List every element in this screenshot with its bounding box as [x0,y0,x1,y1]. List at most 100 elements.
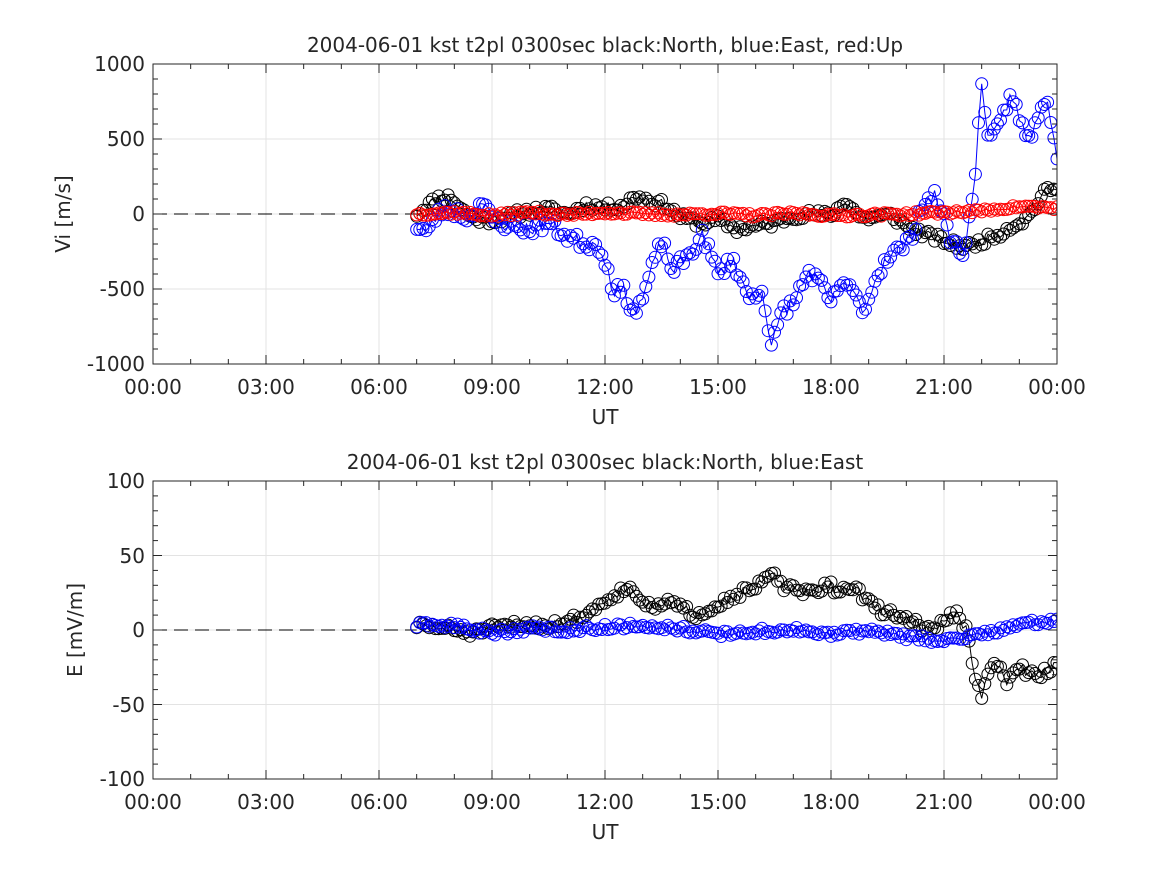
data-point [761,217,775,230]
data-point [498,625,512,639]
data-point [642,621,656,635]
data-point [633,294,646,308]
data-point [1028,200,1042,213]
data-point [629,306,643,320]
data-point [658,236,672,250]
data-point [752,288,766,302]
data-point [887,608,901,622]
data-point [410,208,424,222]
data-point [890,240,904,254]
data-point [670,599,684,613]
data-point [686,207,700,221]
data-point [680,208,694,222]
data-point [946,206,960,220]
x-tick-label: 03:00 [237,375,295,399]
data-point [821,207,835,221]
data-point [545,217,559,231]
data-point [636,618,650,632]
data-point [1022,666,1036,680]
data-point [614,206,628,220]
data-point [849,288,863,302]
data-point [815,273,829,287]
data-point [899,633,913,647]
data-point [466,207,480,221]
data-point [758,216,772,230]
data-point [425,207,439,221]
data-point [994,621,1007,635]
data-point [702,237,716,251]
data-point [419,224,433,238]
data-point [924,635,938,649]
data-point [441,205,455,219]
data-point [733,590,747,604]
data-point [1022,199,1036,213]
data-point [542,217,555,230]
velocity-y-tick-labels: -1000 -500 0 500 1000 [87,52,145,376]
data-point [906,615,920,629]
data-point [997,203,1011,217]
data-point [871,624,885,638]
data-point [1041,181,1055,194]
data-point [978,624,992,638]
data-point [1041,95,1055,109]
data-point [978,105,992,119]
data-point [997,669,1011,683]
data-point [855,306,869,320]
data-point [435,618,449,632]
data-point [990,117,1004,131]
data-point [623,205,637,219]
data-point [799,623,813,637]
data-point [582,605,596,619]
data-point [658,207,672,221]
electric-field-x-tick-labels: 00:00 03:00 06:00 09:00 12:00 15:00 18:0… [124,790,1086,814]
data-point [959,236,973,250]
data-point [805,274,819,288]
data-point [1050,152,1057,166]
data-point [639,206,653,220]
data-point [896,208,910,222]
data-point [811,628,825,642]
data-point [946,631,960,645]
data-point [997,623,1011,637]
data-point [774,306,788,320]
data-point [793,208,807,222]
data-point [724,260,738,273]
data-point [601,206,615,219]
data-point [818,209,832,223]
data-point [727,251,741,265]
data-point [1006,666,1020,680]
velocity-x-axis-label: UT [592,405,620,429]
data-point [567,608,581,622]
data-point [419,616,433,630]
data-point [849,580,863,594]
data-point [1016,116,1029,130]
data-point [639,280,653,294]
data-point [620,583,634,596]
data-point [410,222,424,236]
data-point [968,167,982,181]
data-point [680,600,694,613]
data-point [968,240,982,254]
data-point [884,207,898,221]
data-point [837,208,851,222]
data-point [545,199,559,213]
x-tick-label: 03:00 [237,790,295,814]
data-point [774,623,788,637]
data-point [862,209,876,223]
data-point [727,221,741,235]
data-point [953,246,967,260]
x-tick-label: 18:00 [802,375,860,399]
y-tick-label: 0 [132,202,145,226]
data-point [912,222,926,236]
data-point [746,287,759,301]
data-point [642,208,656,222]
data-point [689,207,703,221]
data-point [1012,114,1026,128]
data-point [931,227,945,241]
data-point [768,325,781,339]
data-point [994,660,1007,674]
velocity-panel: 00:00 03:00 06:00 09:00 12:00 15:00 18:0… [51,33,1086,429]
data-point [413,206,427,220]
data-point [614,618,628,632]
data-point [1000,222,1014,235]
